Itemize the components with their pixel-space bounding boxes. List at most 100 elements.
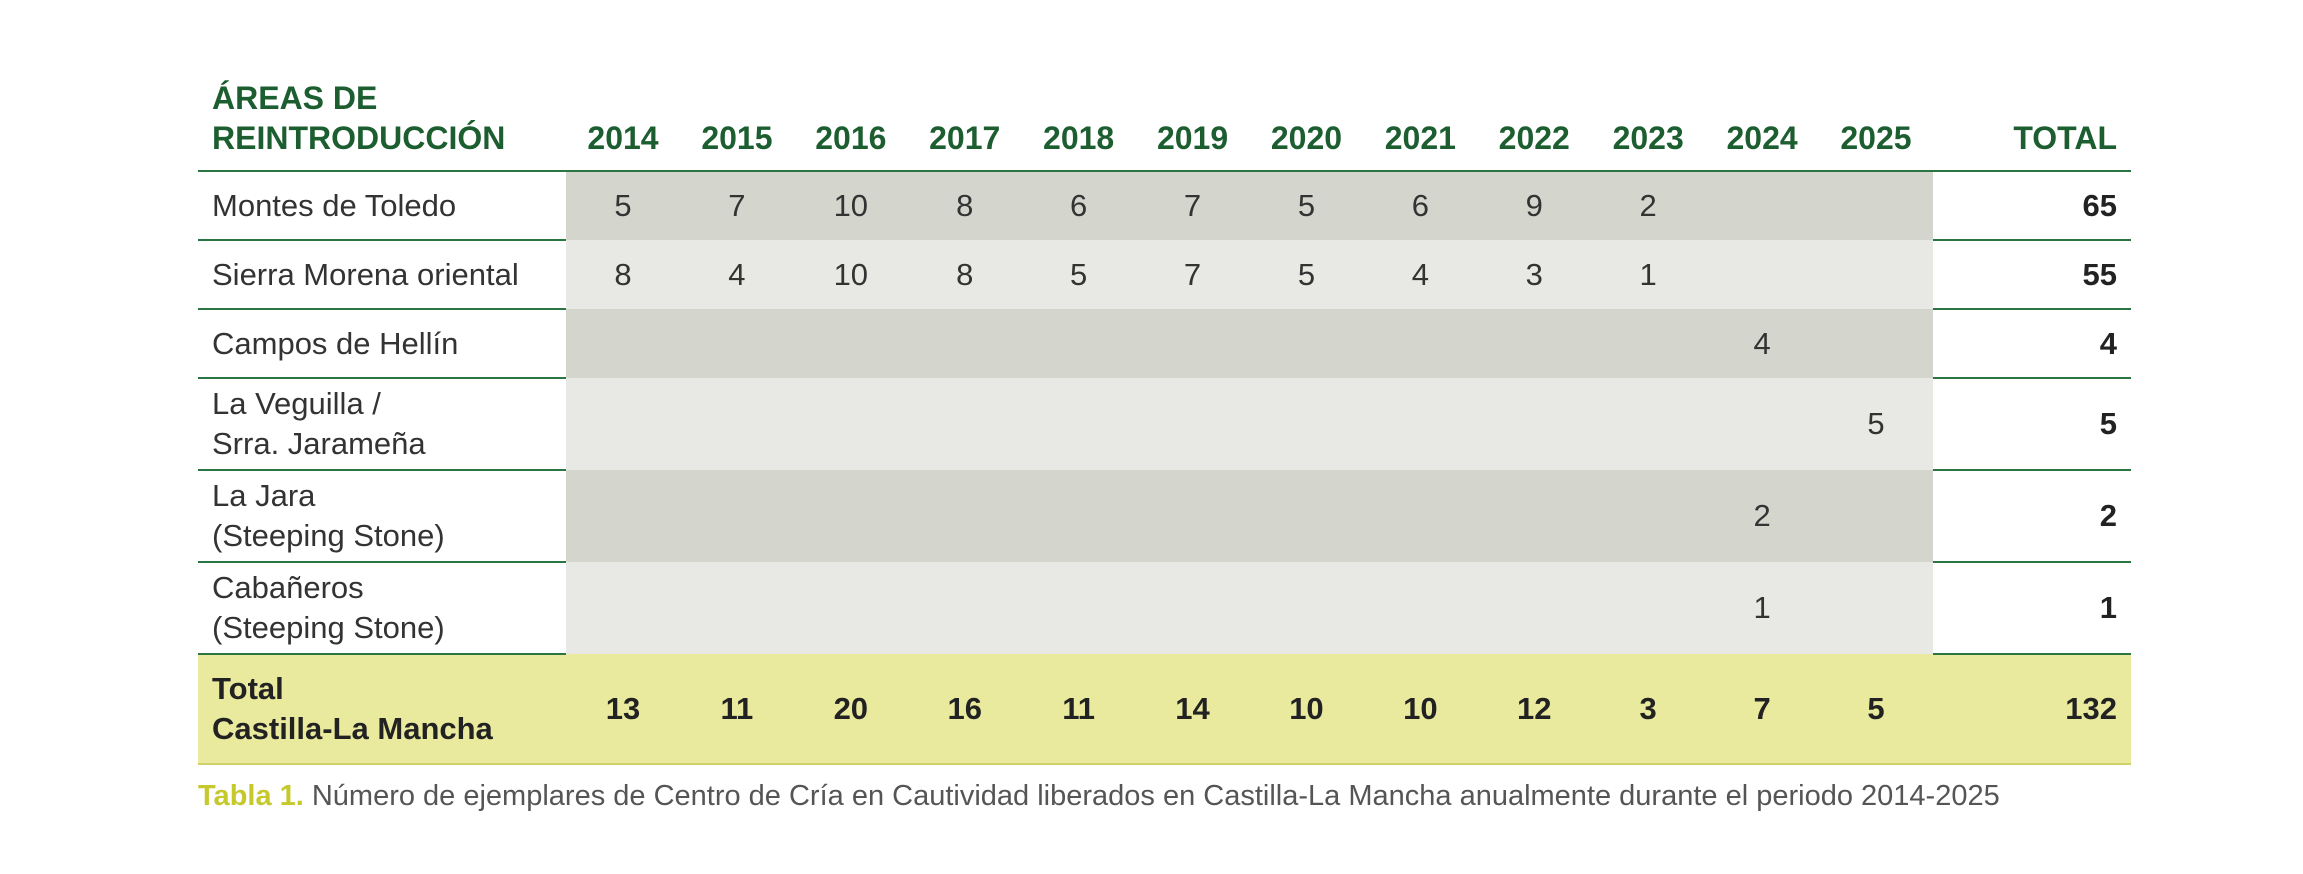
value: 14 — [1175, 690, 1210, 726]
value-cell — [566, 470, 680, 562]
row-label-line: Castilla-La Mancha — [212, 711, 493, 746]
value-cell: 3 — [1591, 654, 1706, 765]
value-cell: 6 — [1363, 171, 1478, 240]
year-header: 2015 — [679, 78, 794, 172]
value-cell — [1591, 470, 1706, 562]
table-wrap: ÁREAS DE REINTRODUCCIÓN 2014 2015 2016 2017 20… — [198, 78, 2131, 765]
data-row: Cabañeros (Steeping Stone) 1 1 — [198, 562, 2131, 655]
data-row: Campos de Hellín 4 4 — [198, 309, 2131, 379]
value-cell — [1819, 470, 1933, 562]
value-cell — [1705, 171, 1820, 240]
value: 2 — [1639, 188, 1657, 223]
row-total: 2 — [1932, 470, 2131, 563]
value: 4 — [1753, 325, 1771, 361]
value: 3 — [1525, 256, 1543, 292]
value-cell: 3 — [1477, 240, 1592, 309]
value-cell: 5 — [1819, 378, 1933, 470]
value: 7 — [728, 188, 746, 223]
value: 5 — [1297, 188, 1316, 223]
value-cell — [1249, 470, 1364, 562]
value: 8 — [956, 188, 974, 223]
value-cell: 1 — [1591, 240, 1706, 309]
value-cell — [1477, 470, 1592, 562]
row-label: La Veguilla / Srra. Jarameña — [198, 378, 567, 471]
year-header: 2022 — [1477, 78, 1592, 172]
year-header: 2020 — [1249, 78, 1364, 172]
value-cell: 5 — [1819, 654, 1933, 765]
row-label: Cabañeros (Steeping Stone) — [198, 562, 567, 655]
value: 5 — [1867, 690, 1885, 726]
data-row: La Veguilla / Srra. Jarameña 5 5 — [198, 378, 2131, 471]
caption-text: Número de ejemplares de Centro de Cría e… — [311, 780, 2000, 812]
data-row: Sierra Morena oriental 8 4 10 8 5 7 5 4 3 1 55 — [198, 240, 2131, 310]
value: 1 — [1753, 590, 1771, 625]
year-header: 2017 — [907, 78, 1022, 172]
value: 11 — [1062, 690, 1096, 726]
value-cell: 11 — [679, 654, 794, 765]
value-cell — [1819, 562, 1933, 654]
value-cell — [679, 470, 794, 562]
value-cell — [1021, 470, 1136, 562]
value: 10 — [833, 256, 869, 292]
header-row: ÁREAS DE REINTRODUCCIÓN 2014 2015 2016 2017 20… — [198, 78, 2131, 172]
value-cell: 5 — [1021, 240, 1136, 309]
value-cell: 14 — [1135, 654, 1250, 765]
value-cell — [1249, 562, 1364, 654]
value-cell — [1021, 378, 1136, 470]
value-cell: 7 — [679, 171, 794, 240]
data-row: Montes de Toledo 5 7 10 8 6 7 5 6 9 2 65 — [198, 171, 2131, 241]
header-label: ÁREAS DE REINTRODUCCIÓN — [198, 78, 567, 172]
row-label-line: (Steeping Stone) — [212, 518, 445, 553]
year-header: 2014 — [566, 78, 680, 172]
year-header: 2021 — [1363, 78, 1478, 172]
value: 11 — [720, 690, 754, 726]
value-cell — [1363, 562, 1478, 654]
row-total: 4 — [1932, 309, 2131, 379]
value-cell — [793, 309, 908, 378]
value-cell — [566, 378, 680, 470]
year-header: 2023 — [1591, 78, 1706, 172]
value-cell: 7 — [1135, 240, 1250, 309]
value-cell — [793, 378, 908, 470]
row-label-line: Campos de Hellín — [212, 325, 459, 361]
value-cell — [1249, 378, 1364, 470]
caption: Tabla 1. Número de ejemplares de Centro d… — [198, 780, 2000, 813]
value: 8 — [956, 256, 974, 292]
value-cell: 8 — [907, 171, 1022, 240]
value: 10 — [833, 188, 869, 223]
value-cell: 10 — [793, 171, 908, 240]
row-label: Sierra Morena oriental — [198, 240, 567, 310]
value: 10 — [1403, 690, 1438, 726]
value-cell: 1 — [1705, 562, 1820, 654]
value-cell — [1705, 240, 1820, 309]
value-cell — [1477, 378, 1592, 470]
value-cell: 10 — [1363, 654, 1478, 765]
year-header: 2019 — [1135, 78, 1250, 172]
value: 3 — [1639, 690, 1657, 726]
value-cell: 10 — [793, 240, 908, 309]
total-row: Total Castilla-La Mancha 13 11 20 16 11 14 10 10 1… — [198, 654, 2131, 765]
year-header: 2024 — [1705, 78, 1820, 172]
value-cell: 10 — [1249, 654, 1364, 765]
value-cell: 11 — [1021, 654, 1136, 765]
year-header: 2016 — [793, 78, 908, 172]
value-cell: 6 — [1021, 171, 1136, 240]
value: 6 — [1070, 188, 1088, 223]
value-cell — [679, 378, 794, 470]
year-header: 2018 — [1021, 78, 1136, 172]
value: 5 — [1297, 256, 1316, 292]
value: 16 — [947, 690, 982, 726]
value-cell — [1591, 562, 1706, 654]
value-cell: 4 — [1363, 240, 1478, 309]
value: 5 — [1070, 256, 1088, 292]
value: 10 — [1289, 690, 1324, 726]
value: 7 — [1753, 690, 1771, 726]
value-cell — [566, 562, 680, 654]
value: 1 — [1639, 256, 1657, 292]
value-cell — [907, 309, 1022, 378]
value-cell — [1819, 309, 1933, 378]
value-cell: 5 — [566, 171, 680, 240]
value: 13 — [605, 690, 641, 726]
value-cell — [1249, 309, 1364, 378]
